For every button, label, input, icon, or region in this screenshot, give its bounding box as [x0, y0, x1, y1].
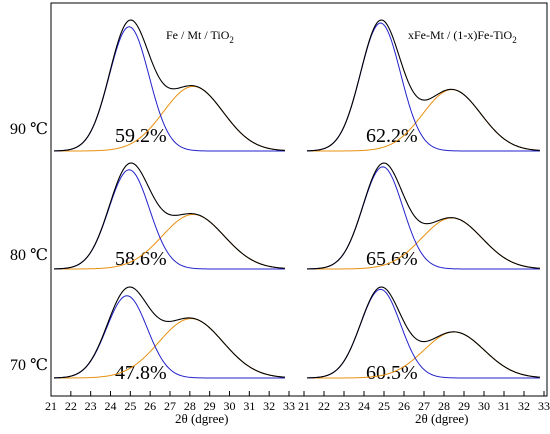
x-tick-label-right-28: 28 — [438, 399, 450, 413]
x-tick-label-right-27: 27 — [418, 399, 430, 413]
temp-label-70: 70 ℃ — [10, 357, 48, 374]
total-curve-right-80 — [306, 162, 540, 270]
x-tick-label-left-21: 21 — [45, 399, 57, 413]
x-tick-label-left-24: 24 — [105, 399, 117, 413]
x-tick-label-right-21: 21 — [298, 399, 310, 413]
x-tick-label-right-32: 32 — [518, 399, 530, 413]
total-curve-right-90 — [306, 19, 540, 152]
x-tick-label-left-27: 27 — [164, 399, 176, 413]
x-tick-label-left-33: 33 — [283, 399, 295, 413]
x-tick-label-right-31: 31 — [498, 399, 510, 413]
total-curve-left-70 — [53, 286, 285, 379]
x-tick-label-right-23: 23 — [338, 399, 350, 413]
plot-frame — [50, 2, 548, 397]
pct-right-90: 62.2% — [366, 125, 418, 147]
peak2-curve-right-80 — [307, 217, 540, 270]
peak2-curve-right-70 — [307, 331, 540, 379]
peak2-curve-left-80 — [54, 213, 285, 270]
pct-left-90: 59.2% — [115, 125, 167, 147]
x-tick-label-right-25: 25 — [378, 399, 390, 413]
x-axis-label-right: 2θ (dgree) — [415, 411, 469, 426]
x-tick-label-right-29: 29 — [458, 399, 470, 413]
x-tick-label-right-33: 33 — [538, 399, 550, 413]
x-tick-label-left-28: 28 — [184, 399, 196, 413]
temp-label-80: 80 ℃ — [10, 247, 48, 264]
x-tick-label-left-30: 30 — [224, 399, 236, 413]
peak1-curve-left-90 — [53, 26, 285, 152]
total-curve-left-80 — [53, 162, 285, 270]
panel-title-right: xFe-Mt / (1-x)Fe-TiO2 — [408, 28, 517, 45]
x-tick-label-left-32: 32 — [263, 399, 275, 413]
pct-left-70: 47.8% — [115, 362, 167, 384]
peak2-curve-left-90 — [54, 85, 285, 152]
x-ticks-group: 21 22 23 24 25 26 27 28 29 30 31 32 33 21 22 23 24 25 26 27… — [45, 391, 550, 413]
x-tick-label-left-26: 26 — [144, 399, 156, 413]
x-tick-label-right-26: 26 — [398, 399, 410, 413]
x-tick-label-left-31: 31 — [243, 399, 255, 413]
x-tick-label-right-22: 22 — [318, 399, 330, 413]
x-tick-label-left-23: 23 — [85, 399, 97, 413]
x-axis-label-left: 2θ (dgree) — [175, 411, 229, 426]
pct-left-80: 58.6% — [115, 248, 167, 270]
pct-right-80: 65.6% — [366, 248, 418, 270]
x-tick-label-left-22: 22 — [65, 399, 77, 413]
peak1-curve-right-80 — [306, 166, 540, 270]
temp-label-90: 90 ℃ — [10, 121, 48, 138]
total-curve-left-90 — [53, 19, 285, 152]
curves-group — [53, 19, 540, 379]
x-tick-label-left-29: 29 — [204, 399, 216, 413]
panel-title-left: Fe / Mt / TiO2 — [166, 28, 234, 45]
x-tick-label-left-25: 25 — [124, 399, 136, 413]
total-curve-right-70 — [306, 286, 540, 379]
peak2-curve-right-90 — [307, 89, 540, 152]
x-tick-label-right-30: 30 — [478, 399, 490, 413]
x-tick-label-right-24: 24 — [358, 399, 370, 413]
peak1-curve-left-80 — [53, 169, 285, 270]
peak1-curve-left-70 — [53, 295, 285, 379]
